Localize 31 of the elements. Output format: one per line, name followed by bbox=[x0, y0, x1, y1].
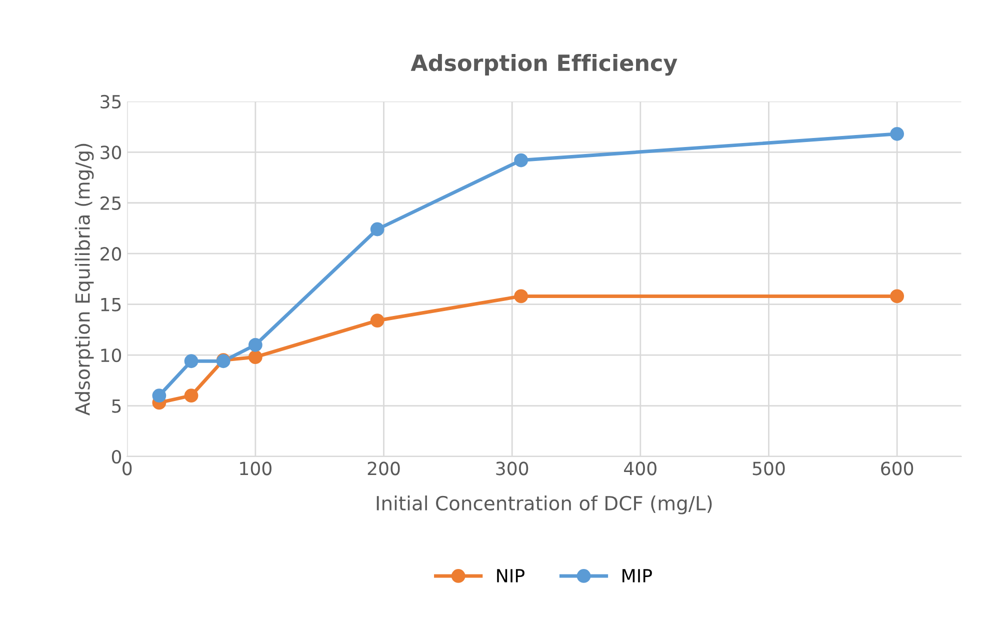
y-tick-label: 20 bbox=[100, 247, 122, 261]
x-tick-label: 200 bbox=[368, 462, 400, 476]
x-tick-label: 400 bbox=[624, 462, 656, 476]
chart-title: Adsorption Efficiency bbox=[410, 54, 678, 76]
x-axis-title: Initial Concentration of DCF (mg/L) bbox=[376, 495, 712, 514]
y-tick-label: 0 bbox=[112, 450, 122, 464]
point bbox=[184, 388, 198, 403]
point bbox=[248, 338, 262, 352]
y-tick-label: 10 bbox=[101, 348, 122, 362]
y-tick-label: 35 bbox=[100, 94, 121, 109]
legend-label: NIP bbox=[497, 569, 524, 582]
point bbox=[370, 222, 384, 236]
point bbox=[514, 289, 528, 304]
x-tick-label: 500 bbox=[752, 462, 785, 476]
y-tick-label: 30 bbox=[100, 146, 122, 160]
point bbox=[890, 126, 904, 141]
y-tick-label: 5 bbox=[112, 399, 121, 413]
y-tick-label: 25 bbox=[100, 196, 121, 210]
x-tick-label: 600 bbox=[881, 462, 914, 476]
point bbox=[248, 350, 262, 364]
legend-label: MIP bbox=[622, 569, 652, 582]
point bbox=[152, 388, 166, 403]
point bbox=[184, 354, 198, 368]
x-tick-label: 300 bbox=[496, 462, 528, 476]
x-tick-label: 100 bbox=[240, 462, 272, 476]
point bbox=[514, 153, 528, 168]
x-tick-label: 0 bbox=[122, 462, 132, 476]
y-tick-label: 15 bbox=[101, 298, 121, 312]
y-axis-title: Adsorption Equilibria (mg/g) bbox=[74, 144, 94, 416]
point bbox=[890, 289, 904, 304]
point bbox=[370, 314, 384, 328]
